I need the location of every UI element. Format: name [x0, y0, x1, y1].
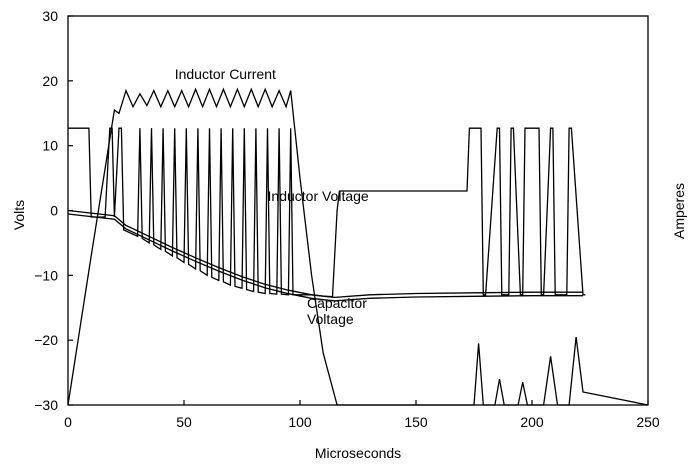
plot-frame [67, 15, 649, 406]
annotation-capacitor: Capacitor [307, 295, 367, 311]
y-tick-label: 20 [42, 73, 58, 89]
annotation-voltage: Voltage [307, 311, 354, 327]
series-line-capacitor-voltage-lower-trace [67, 213, 583, 302]
annotation-inductor-voltage: Inductor Voltage [268, 188, 369, 204]
series-line-capacitor-voltage [67, 209, 583, 299]
series-line-inductor-current [67, 87, 649, 406]
x-tick-label: 0 [64, 414, 72, 430]
series-line-inductor-voltage [68, 127, 586, 298]
y2-axis-title: Amperes [671, 183, 687, 239]
y-tick-label: 0 [50, 203, 58, 219]
annotation-layer: Inductor Current Inductor Voltage Capaci… [175, 66, 369, 327]
x-tick-label: 200 [520, 414, 544, 430]
x-tick-label: 100 [288, 414, 312, 430]
x-axis-title: Microseconds [315, 445, 401, 461]
y-tick-label: 10 [42, 138, 58, 154]
x-tick-label: 150 [404, 414, 428, 430]
y-tick-label: −20 [34, 332, 58, 348]
x-tick-label: 250 [636, 414, 660, 430]
annotation-inductor-current: Inductor Current [175, 66, 276, 82]
y-tick-label: −10 [34, 267, 58, 283]
series-layer [67, 87, 649, 406]
y-axis-title: Volts [11, 200, 27, 230]
x-tick-label: 50 [176, 414, 192, 430]
y-tick-label: 30 [42, 8, 58, 24]
y-tick-label: −30 [34, 397, 58, 413]
